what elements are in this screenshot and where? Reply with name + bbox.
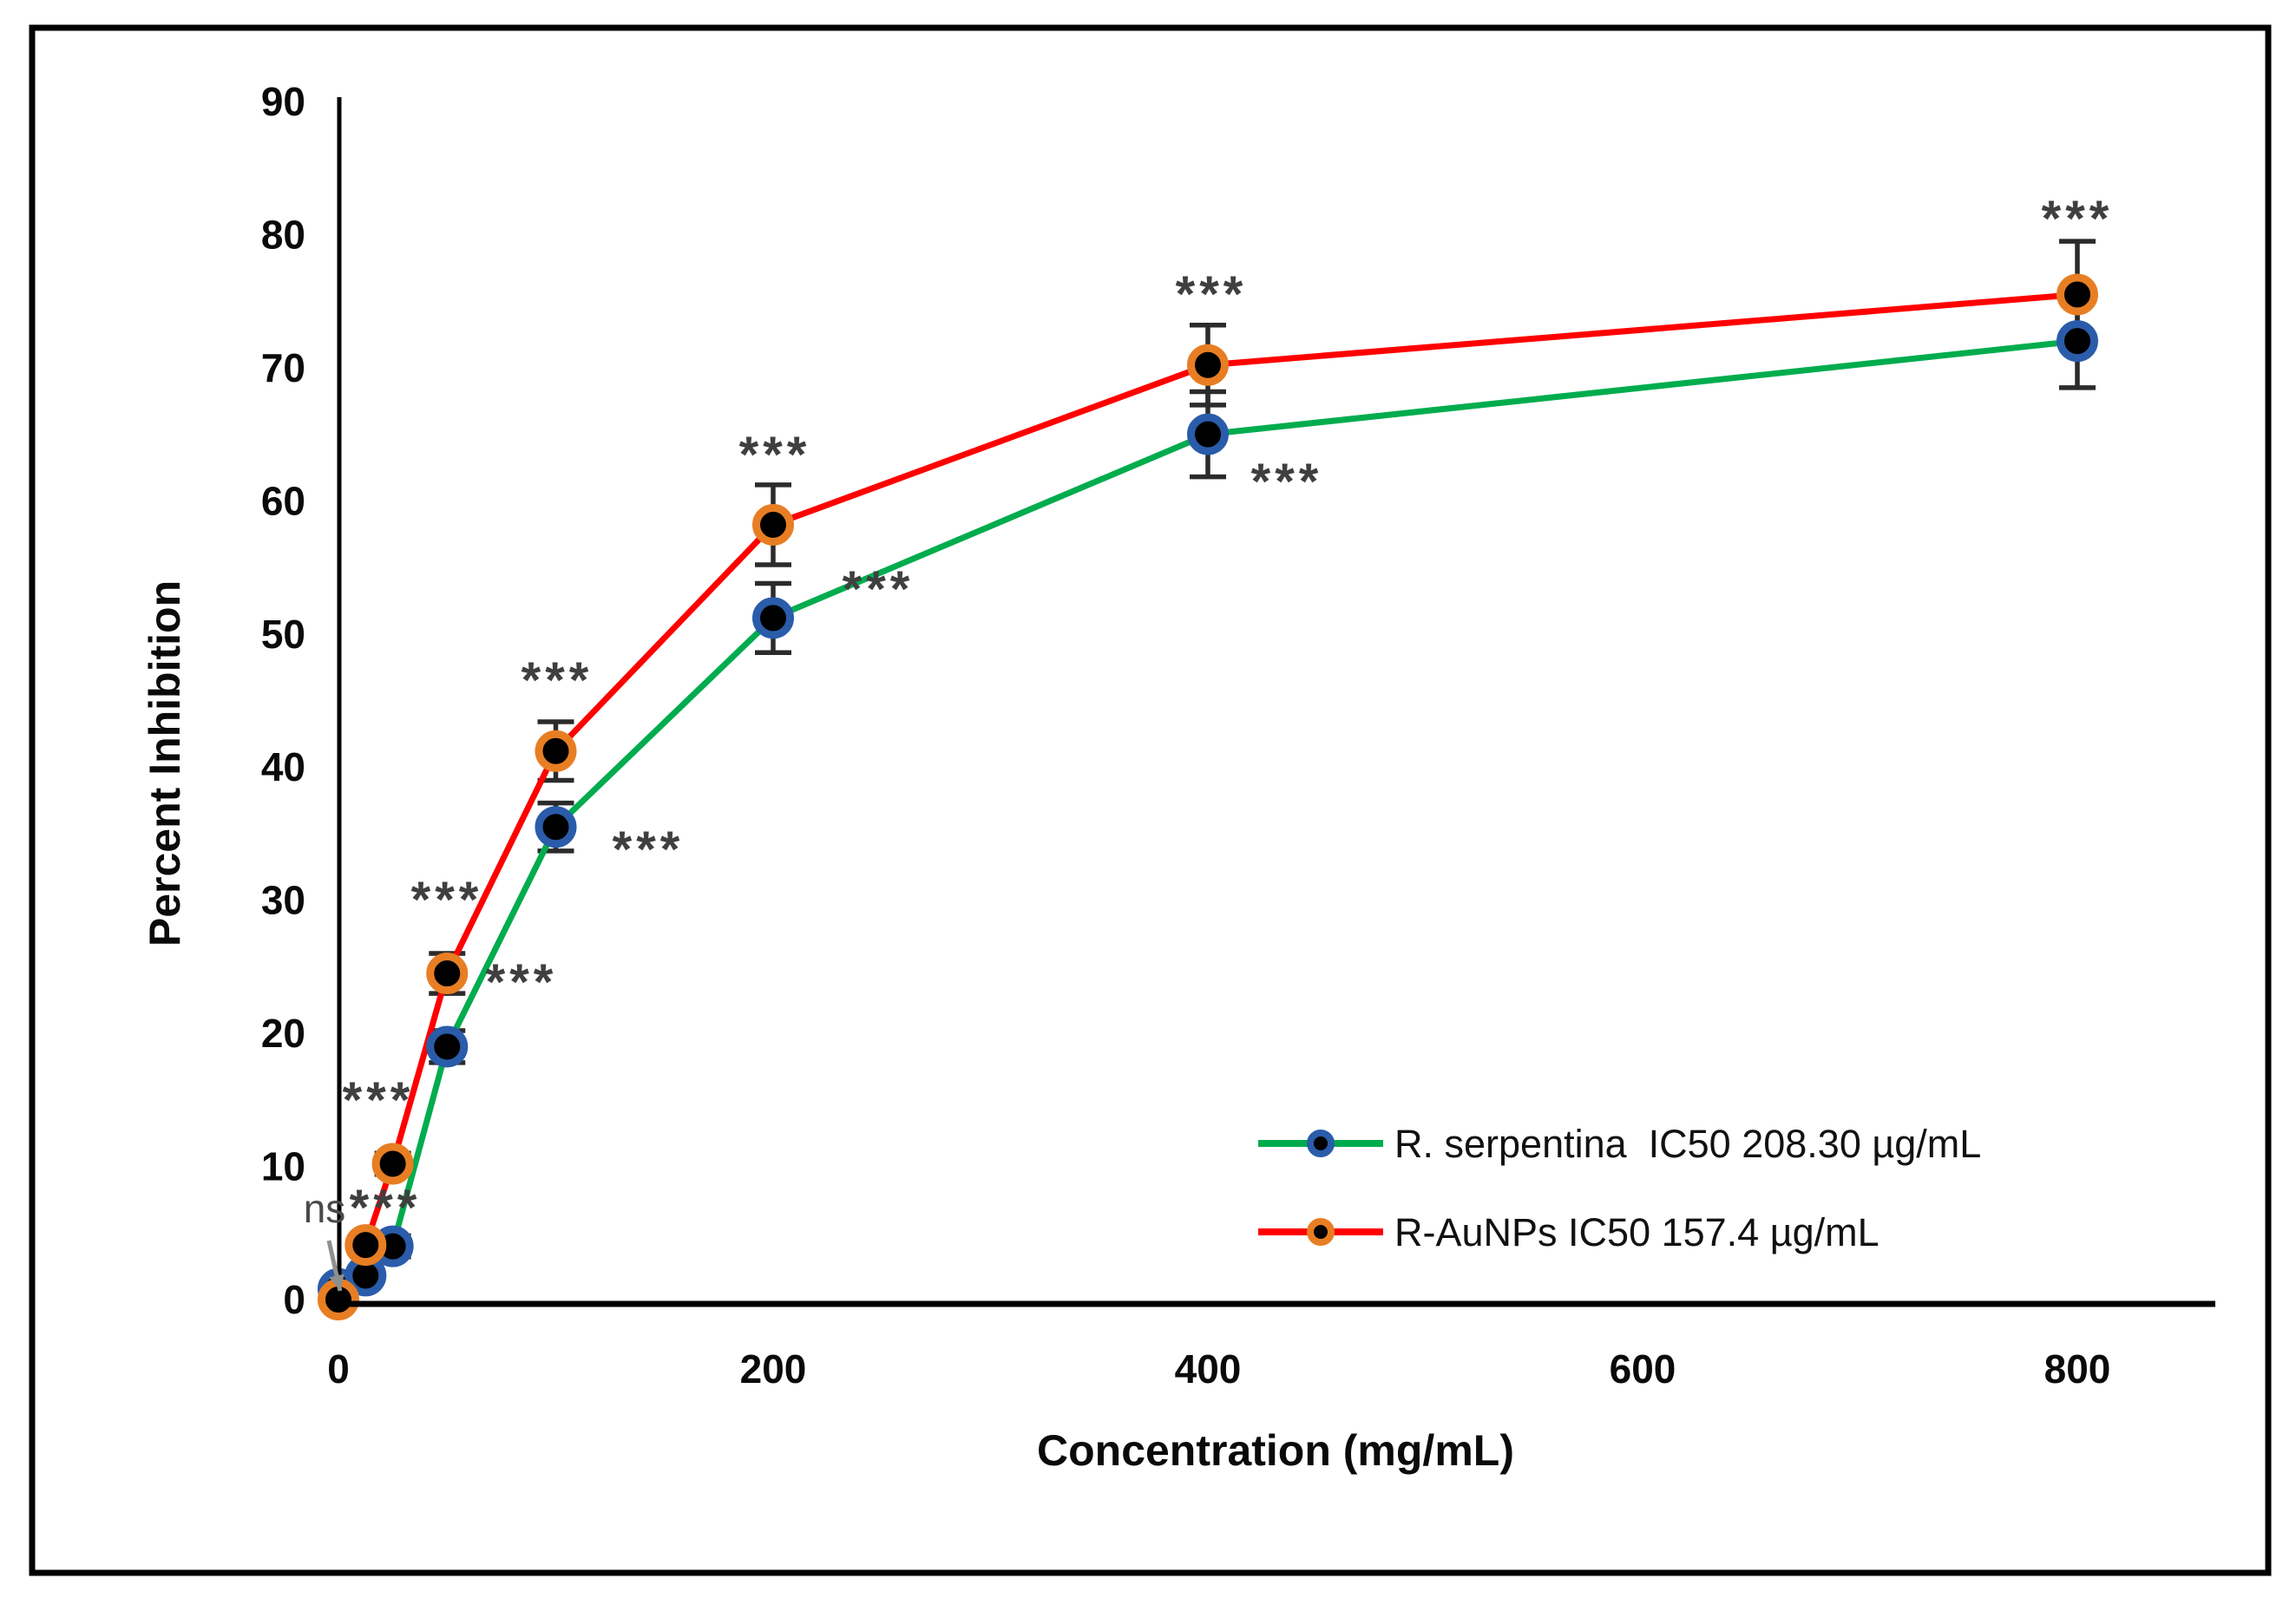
tick-labels-layer: 0 10 20 30 40 50 60 70 80 90 0 200 400 600 800 [261,79,2111,1392]
axis-layer [333,97,2215,1307]
legend: R. serpentina IC50 208.30 µg/mL R-AuNPs … [1258,1122,1981,1254]
data-point-marker [535,806,577,848]
axis-titles-layer: Concentration (mg/mL) Percent Inhibition [141,580,1514,1475]
significance-stars: *** [1251,454,1323,510]
data-point-marker [371,1143,414,1185]
data-point-marker [344,1224,387,1267]
legend-item-r-aunps: R-AuNPs IC50 157.4 µg/mL [1258,1210,1879,1254]
x-tick-label: 600 [1610,1346,1676,1392]
data-point-marker [752,503,794,546]
x-axis-title: Concentration (mg/mL) [1037,1426,1514,1475]
ns-label: ns [304,1186,346,1231]
data-point-marker [1187,413,1229,455]
significance-stars: *** [2042,191,2114,247]
significance-stars: *** [522,652,594,709]
annotations-layer: ns ********************************* [304,191,2114,1292]
significance-stars: *** [350,1180,422,1236]
y-tick-label: 50 [261,612,305,657]
significance-stars: *** [343,1072,415,1129]
data-point-marker [535,730,577,772]
data-point-marker [426,1025,469,1068]
data-point-marker [752,597,794,639]
x-tick-label: 800 [2044,1346,2111,1392]
legend-label-r-serpentina: R. serpentina IC50 208.30 µg/mL [1394,1122,1981,1166]
significance-stars: *** [613,822,685,878]
y-tick-label: 90 [261,79,305,124]
data-point-marker [2057,273,2098,316]
data-point-marker [2057,320,2098,363]
legend-marker [1307,1130,1335,1157]
y-tick-label: 60 [261,478,305,523]
significance-stars: *** [843,561,915,618]
legend-label-r-aunps: R-AuNPs IC50 157.4 µg/mL [1394,1210,1879,1254]
markers-layer [318,273,2098,1320]
y-tick-label: 10 [261,1144,305,1189]
significance-stars: *** [1176,266,1248,323]
y-tick-label: 80 [261,212,305,257]
ns-arrow [326,1240,344,1292]
y-tick-label: 40 [261,744,305,789]
x-tick-label: 400 [1175,1346,1242,1392]
significance-stars: *** [411,872,483,928]
data-point-marker [1187,344,1229,386]
significance-stars: *** [486,954,558,1011]
y-tick-label: 30 [261,878,305,923]
x-tick-label: 0 [327,1346,350,1392]
figure-border [29,24,2272,1576]
legend-marker [1307,1218,1335,1246]
significance-stars: *** [739,427,811,483]
y-axis-title: Percent Inhibition [141,580,189,946]
legend-item-r-serpentina: R. serpentina IC50 208.30 µg/mL [1258,1122,1981,1166]
y-tick-label: 20 [261,1011,305,1056]
y-tick-label: 70 [261,345,305,390]
x-tick-label: 200 [740,1346,807,1392]
data-point-marker [426,953,469,995]
y-tick-label: 0 [283,1277,305,1322]
